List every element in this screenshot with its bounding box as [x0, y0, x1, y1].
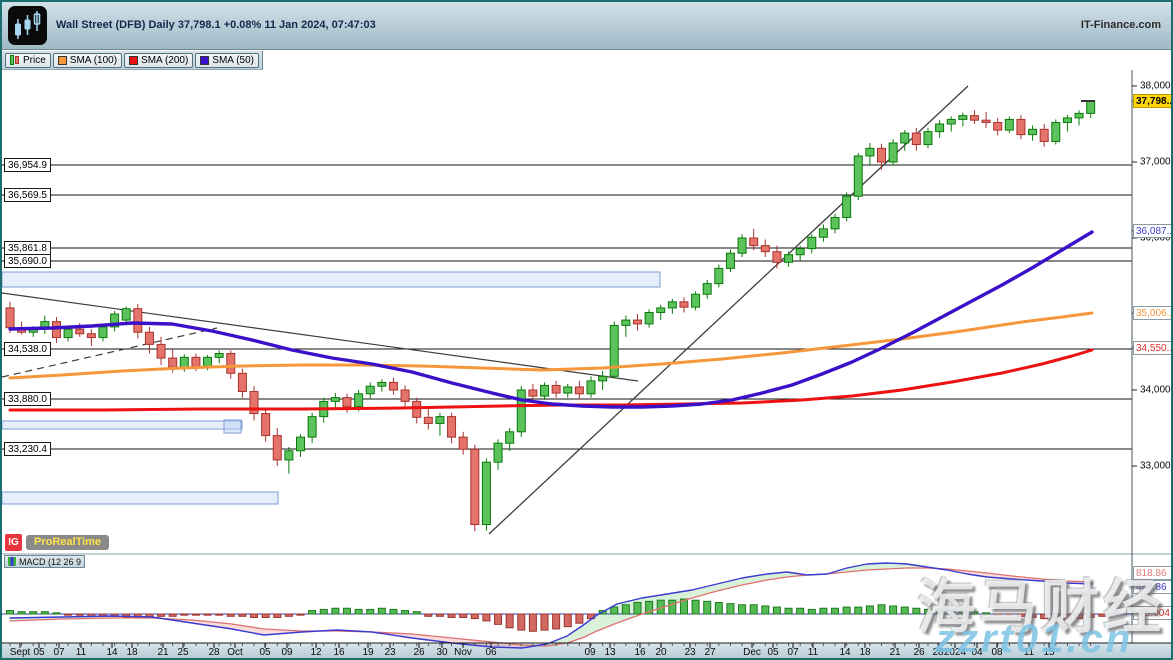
x-axis-tick-label: 23 — [684, 647, 696, 658]
sma200-line — [8, 348, 1094, 412]
x-axis-tick-label: Dec — [743, 647, 761, 658]
x-axis-tick-label: 09 — [281, 647, 293, 658]
sma100-label: SMA (100) — [69, 54, 118, 66]
price-badge: 35,006.. — [1133, 306, 1171, 320]
x-axis-tick-label: 12 — [310, 647, 322, 658]
macd-fill — [10, 563, 1094, 648]
sma50-button[interactable]: SMA (50) — [195, 52, 259, 68]
x-axis-tick-label: 20 — [655, 647, 667, 658]
y-axis-tick-label: 33,000 — [1140, 460, 1171, 472]
y-axis-tick-label: 34,000 — [1140, 384, 1171, 396]
macd-indicator-button[interactable]: MACD (12 26 9 — [4, 555, 86, 568]
y-axis-tick-label: 38,000 — [1140, 80, 1171, 92]
x-axis-tick-label: Nov — [454, 647, 472, 658]
legend-bar: Price SMA (100) SMA (200) SMA (50) — [2, 51, 263, 70]
it-finance-label: IT-Finance.com — [1080, 19, 1161, 31]
sma100-swatch-icon — [57, 55, 67, 65]
x-axis-tick-label: 14 — [106, 647, 118, 658]
macd-signal-line — [9, 567, 1093, 647]
x-axis-tick-label: 25 — [177, 647, 189, 658]
price-level-label: 34,538.0 — [4, 342, 51, 356]
watermark-chinese: 海马财经 — [917, 575, 1166, 640]
x-axis-tick-label: 11 — [75, 647, 87, 658]
descending-trendline — [2, 292, 639, 382]
x-axis-tick-label: 07 — [53, 647, 65, 658]
x-axis-tick-label: 2024 — [943, 647, 967, 658]
x-axis-tick-label: 06 — [485, 647, 497, 658]
app-logo-icon — [8, 6, 47, 45]
sma100-line — [8, 311, 1094, 380]
macd-icon — [8, 557, 16, 566]
x-axis-tick-label: 26 — [913, 647, 925, 658]
y-axis-tick-label: 37,000 — [1140, 156, 1171, 168]
macd-value-badge: 818.86 — [1133, 566, 1171, 580]
x-axis-tick-label: 14 — [839, 647, 851, 658]
x-axis-tick-label: 19 — [362, 647, 374, 658]
macd-value-badge: -75.004 — [1133, 606, 1171, 620]
candle-highlight-box — [223, 419, 242, 434]
x-axis-tick-label: 07 — [787, 647, 799, 658]
x-axis-tick-label: 05 — [767, 647, 779, 658]
x-axis-tick-label: 27 — [704, 647, 716, 658]
price-zone-band — [2, 271, 661, 288]
ascending-trendline — [488, 85, 969, 535]
sma50-label: SMA (50) — [212, 54, 254, 66]
sma50-line — [8, 230, 1094, 409]
x-axis-tick-label: 11 — [1023, 647, 1035, 658]
x-axis-tick-label: 28 — [932, 647, 944, 658]
x-axis-tick-label: 08 — [991, 647, 1003, 658]
candlestick-series — [5, 100, 1096, 532]
price-level-label: 36,954.9 — [4, 158, 51, 172]
prorealtime-badge: ProRealTime — [26, 535, 110, 550]
sma200-button[interactable]: SMA (200) — [124, 52, 194, 68]
x-axis-tick-label: 05 — [259, 647, 271, 658]
macd-histogram — [6, 598, 1107, 632]
price-series-button[interactable]: Price — [5, 52, 51, 68]
macd-label: MACD (12 26 9 — [19, 556, 82, 567]
x-axis-tick-label: 05 — [33, 647, 45, 658]
x-axis-tick-label: 18 — [859, 647, 871, 658]
price-series-label: Price — [23, 54, 46, 66]
price-level-label: 33,880.0 — [4, 392, 51, 406]
x-axis-tick-label: 11 — [807, 647, 819, 658]
chart-title: Wall Street (DFB) Daily 37,798.1 +0.08% … — [56, 19, 376, 31]
x-axis-tick-label: 13 — [604, 647, 616, 658]
y-axis-tick-label: 36,000 — [1140, 232, 1171, 244]
macd-main-line — [9, 562, 1093, 649]
x-axis-tick-label: 26 — [413, 647, 425, 658]
price-level-label: 36,569.5 — [4, 188, 51, 202]
price-badge: 34,550.. — [1133, 341, 1171, 355]
prorealtime-branding: IG ProRealTime — [5, 534, 110, 551]
price-level-label: 33,230.4 — [4, 442, 51, 456]
x-axis-tick-label: Oct — [227, 647, 243, 658]
sma200-swatch-icon — [129, 55, 139, 65]
price-zone-band — [2, 491, 279, 505]
x-axis-tick-label: 18 — [126, 647, 138, 658]
ig-logo: IG — [5, 534, 22, 551]
sma200-label: SMA (200) — [141, 54, 189, 66]
sma50-swatch-icon — [200, 55, 210, 65]
x-axis-tick-label: 04 — [971, 647, 983, 658]
sma100-button[interactable]: SMA (100) — [52, 52, 123, 68]
title-bar: Wall Street (DFB) Daily 37,798.1 +0.08% … — [2, 2, 1171, 50]
macd-value-badge: 443.86 — [1133, 580, 1171, 594]
x-axis-tick-label: 30 — [436, 647, 448, 658]
price-zone-band — [2, 420, 243, 430]
x-axis-tick-label: Sept — [9, 647, 31, 658]
price-level-label: 35,690.0 — [4, 254, 51, 268]
x-axis-tick-label: 16 — [634, 647, 646, 658]
candles-icon — [10, 55, 20, 65]
x-axis-tick-label: 21 — [889, 647, 901, 658]
x-axis-tick-label: 15 — [1043, 647, 1055, 658]
price-badge: 37,798.. — [1133, 94, 1171, 108]
price-level-label: 35,861.8 — [4, 241, 51, 255]
x-axis-tick-label: 23 — [384, 647, 396, 658]
x-axis-tick-label: 28 — [208, 647, 220, 658]
x-axis-tick-label: 21 — [157, 647, 169, 658]
x-axis-tick-label: 16 — [333, 647, 345, 658]
price-badge: 36,087.. — [1133, 224, 1171, 238]
x-axis-tick-label: 09 — [584, 647, 596, 658]
